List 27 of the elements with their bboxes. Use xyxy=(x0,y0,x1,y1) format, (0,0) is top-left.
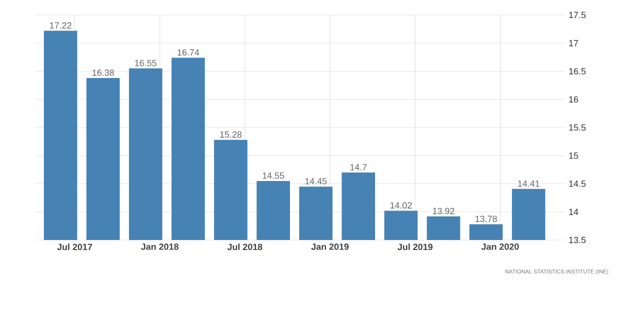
y-tick-label: 14 xyxy=(569,208,578,215)
data-label: 16.74 xyxy=(178,49,200,56)
y-tick-label: 13.5 xyxy=(569,236,586,244)
data-label: 14.02 xyxy=(390,202,412,209)
y-tick-label: 17.5 xyxy=(569,12,586,18)
x-tick-label: Jan 2019 xyxy=(311,244,349,250)
y-tick-label: 16 xyxy=(569,96,578,103)
y-tick-label: 17 xyxy=(569,40,578,46)
x-tick-label: Jul 2017 xyxy=(57,244,92,250)
data-label: 16.38 xyxy=(92,69,114,76)
data-label: 15.28 xyxy=(220,131,242,138)
y-tick-label: 15 xyxy=(569,152,578,159)
data-label: 13.78 xyxy=(476,216,497,222)
x-tick-label: Jan 2020 xyxy=(481,244,519,250)
data-label: 14.55 xyxy=(262,172,284,179)
x-tick-label: Jan 2018 xyxy=(141,244,178,250)
data-label: 17.22 xyxy=(50,22,72,29)
y-tick-label: 14.5 xyxy=(569,180,586,187)
data-label: 14.7 xyxy=(350,164,367,170)
x-tick-label: Jul 2018 xyxy=(227,244,262,250)
y-tick-label: 15.5 xyxy=(569,124,586,131)
data-label: 16.55 xyxy=(135,60,156,66)
x-tick-label: Jul 2019 xyxy=(398,244,432,250)
data-label: 14.45 xyxy=(305,178,327,184)
data-label: 13.92 xyxy=(432,208,454,214)
y-tick-label: 16.5 xyxy=(569,68,586,74)
data-label: 14.41 xyxy=(518,180,540,187)
